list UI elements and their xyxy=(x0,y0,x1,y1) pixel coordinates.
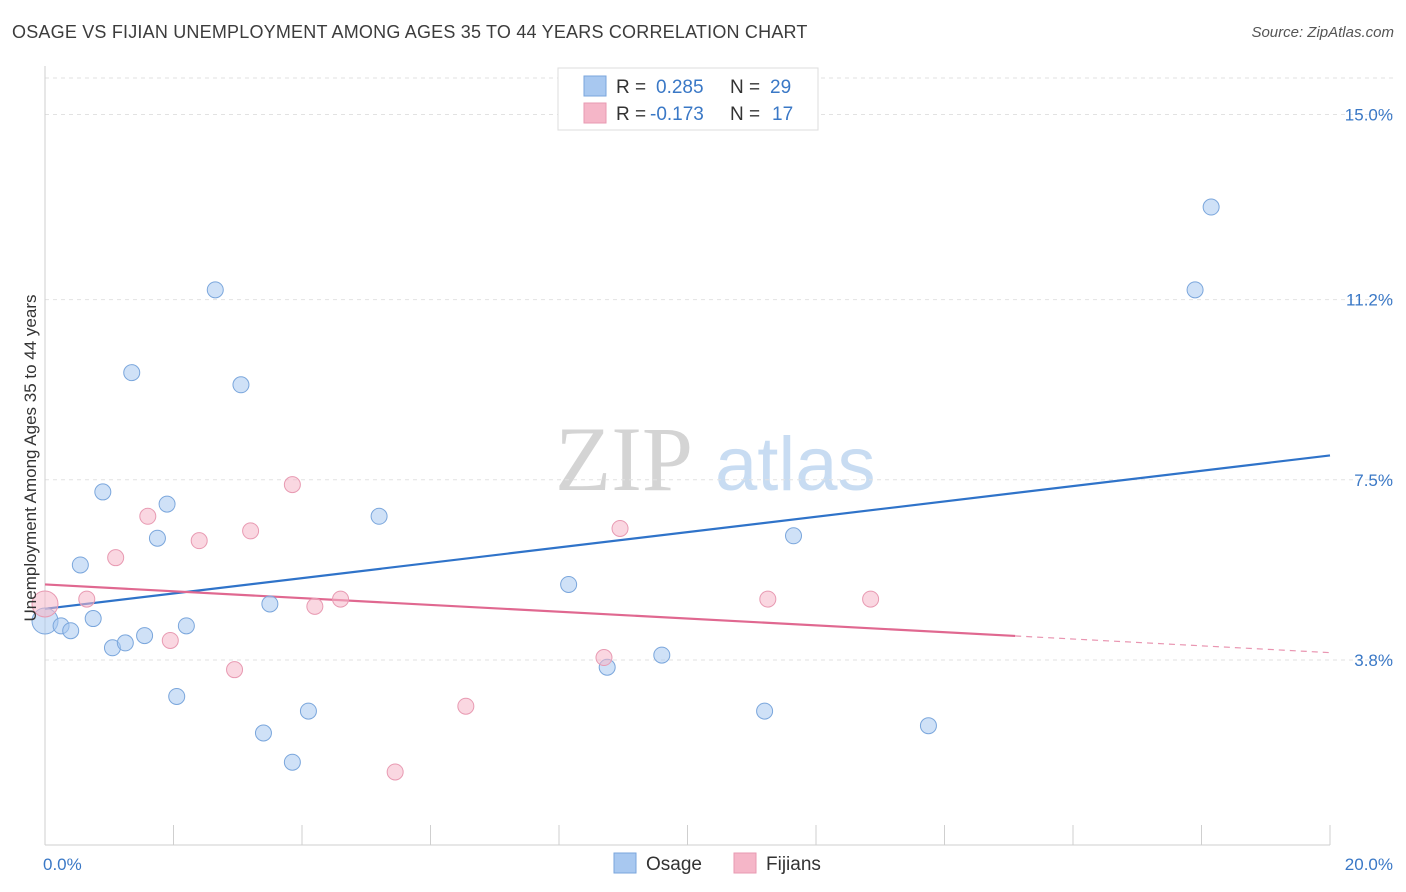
point-osage xyxy=(116,634,134,652)
point-fijians xyxy=(283,476,301,494)
point-fijians xyxy=(595,649,613,667)
point-osage xyxy=(158,495,176,513)
legend-r-value-fijians: -0.173 xyxy=(650,104,704,125)
chart-title: OSAGE VS FIJIAN UNEMPLOYMENT AMONG AGES … xyxy=(12,22,808,42)
trend-line-osage xyxy=(44,454,1331,610)
legend-r-value-osage: 0.285 xyxy=(656,77,704,98)
point-osage xyxy=(919,717,937,735)
legend-n-label-osage: N = xyxy=(730,77,760,98)
legend-n-value-fijians: 17 xyxy=(772,104,793,125)
point-osage xyxy=(283,753,301,771)
point-osage xyxy=(299,702,317,720)
point-fijians xyxy=(161,631,179,649)
point-osage xyxy=(71,556,89,574)
point-osage xyxy=(232,376,250,394)
legend-swatch-osage xyxy=(583,75,607,97)
point-osage xyxy=(254,724,272,742)
x-tick-label: 20.0% xyxy=(1345,855,1393,874)
y-tick-label: 15.0% xyxy=(1345,106,1393,125)
scatter-points xyxy=(31,198,1220,781)
point-fijians xyxy=(332,590,350,608)
point-osage xyxy=(653,646,671,664)
point-fijians xyxy=(31,590,59,618)
point-fijians xyxy=(386,763,404,781)
point-fijians xyxy=(862,590,880,608)
y-tick-label: 11.2% xyxy=(1346,291,1393,310)
point-fijians xyxy=(611,519,629,537)
axes xyxy=(44,66,1331,846)
series-legend-swatch-osage xyxy=(613,852,637,874)
y-tick-label: 7.5% xyxy=(1354,471,1393,490)
point-fijians xyxy=(107,549,125,567)
x-tick-label: 0.0% xyxy=(43,855,82,874)
point-fijians xyxy=(78,590,96,608)
series-legend-label-fijians: Fijians xyxy=(766,854,821,875)
point-fijians xyxy=(457,697,475,715)
point-osage xyxy=(785,527,803,545)
trend-line-fijians xyxy=(44,583,1016,638)
trend-lines xyxy=(44,454,1331,654)
y-axis-label: Unemployment Among Ages 35 to 44 years xyxy=(21,295,40,622)
point-osage xyxy=(261,595,279,613)
point-osage xyxy=(1186,281,1204,299)
legend-swatch-fijians xyxy=(583,102,607,124)
legend-n-value-osage: 29 xyxy=(770,77,791,98)
watermark-atlas: atlas xyxy=(715,422,876,507)
point-osage xyxy=(123,364,141,382)
point-osage xyxy=(94,483,112,501)
y-tick-label: 3.8% xyxy=(1354,651,1393,670)
point-osage xyxy=(136,627,154,645)
point-osage xyxy=(206,281,224,299)
legend-r-label-osage: R = xyxy=(616,77,646,98)
watermark: ZIP atlas xyxy=(555,408,876,510)
series-legend-swatch-fijians xyxy=(733,852,757,874)
point-osage xyxy=(1202,198,1220,216)
point-osage xyxy=(177,617,195,635)
point-osage xyxy=(84,610,102,628)
point-fijians xyxy=(242,522,260,540)
point-fijians xyxy=(190,532,208,550)
legend-n-label-fijians: N = xyxy=(730,104,760,125)
correlation-legend: R = 0.285 N = 29 R = -0.173 N = 17 xyxy=(557,67,819,131)
x-tick-labels: 0.0% 20.0% xyxy=(43,855,1393,874)
point-osage xyxy=(756,702,774,720)
point-fijians xyxy=(759,590,777,608)
gridlines xyxy=(45,77,1395,661)
legend-r-label-fijians: R = xyxy=(616,104,646,125)
series-legend: Osage Fijians xyxy=(613,852,821,875)
point-osage xyxy=(168,687,186,705)
point-osage xyxy=(148,529,166,547)
point-osage xyxy=(560,575,578,593)
series-legend-label-osage: Osage xyxy=(646,854,702,875)
point-fijians xyxy=(139,507,157,525)
y-tick-labels: 3.8% 7.5% 11.2% 15.0% xyxy=(1345,106,1393,670)
point-osage xyxy=(370,507,388,525)
watermark-zip: ZIP xyxy=(555,408,693,510)
point-fijians xyxy=(306,597,324,615)
point-fijians xyxy=(226,661,244,679)
trend-line-extension-fijians xyxy=(1015,635,1331,654)
point-osage xyxy=(62,622,80,640)
source-credit: Source: ZipAtlas.com xyxy=(1251,24,1394,41)
